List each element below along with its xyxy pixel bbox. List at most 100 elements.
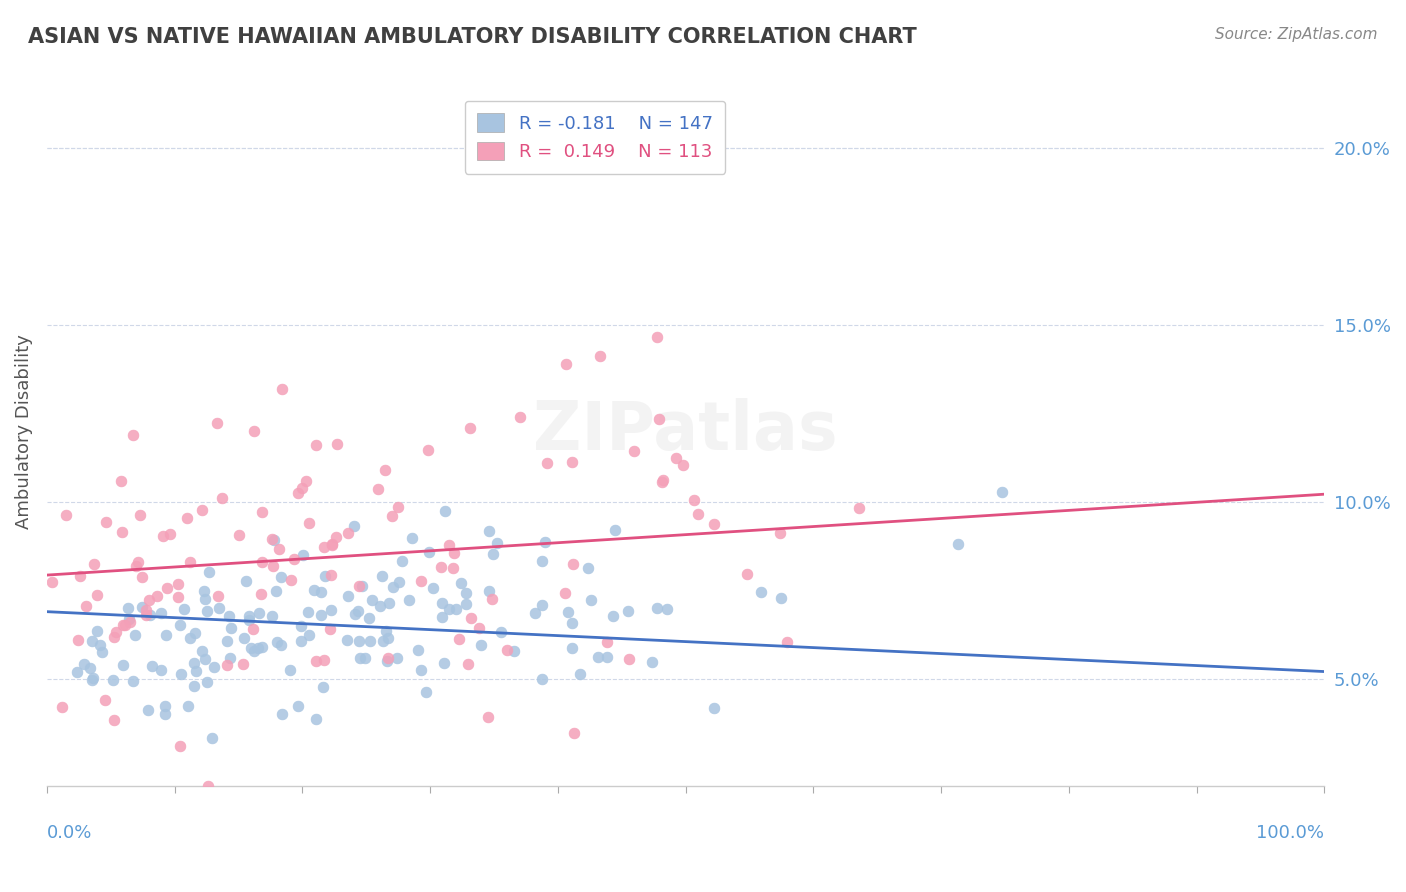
Point bbox=[370, 599, 392, 613]
Point bbox=[86, 624, 108, 639]
Point bbox=[270, 638, 292, 652]
Point bbox=[337, 525, 360, 540]
Point bbox=[703, 517, 725, 532]
Legend: R = -0.181    N = 147, R =  0.149    N = 113: R = -0.181 N = 147, R = 0.149 N = 113 bbox=[464, 101, 725, 174]
Point bbox=[595, 649, 617, 664]
Point bbox=[302, 583, 325, 598]
Point bbox=[110, 474, 132, 488]
Point bbox=[183, 680, 205, 694]
Point bbox=[176, 511, 198, 525]
Point bbox=[344, 607, 367, 622]
Point bbox=[193, 584, 215, 599]
Point bbox=[167, 577, 190, 591]
Point bbox=[69, 569, 91, 583]
Point bbox=[101, 673, 124, 687]
Point bbox=[228, 527, 250, 541]
Point bbox=[124, 628, 146, 642]
Text: ZIPatlas: ZIPatlas bbox=[533, 399, 838, 465]
Point bbox=[55, 508, 77, 522]
Point bbox=[238, 613, 260, 627]
Point bbox=[191, 643, 214, 657]
Point bbox=[159, 527, 181, 541]
Point bbox=[208, 601, 231, 615]
Point bbox=[418, 545, 440, 559]
Point bbox=[150, 607, 173, 621]
Point bbox=[125, 559, 148, 574]
Point bbox=[387, 500, 409, 514]
Point bbox=[150, 663, 173, 677]
Point bbox=[683, 493, 706, 508]
Point bbox=[737, 566, 759, 581]
Point bbox=[534, 534, 557, 549]
Text: 0.0%: 0.0% bbox=[46, 824, 93, 842]
Point bbox=[287, 485, 309, 500]
Point bbox=[215, 657, 238, 672]
Point bbox=[703, 700, 725, 714]
Point bbox=[51, 699, 73, 714]
Point bbox=[401, 531, 423, 545]
Point bbox=[602, 608, 624, 623]
Point bbox=[377, 596, 399, 610]
Point bbox=[530, 553, 553, 567]
Point bbox=[441, 560, 464, 574]
Point bbox=[623, 443, 645, 458]
Point bbox=[156, 581, 179, 595]
Point bbox=[477, 710, 499, 724]
Point bbox=[73, 657, 96, 672]
Point bbox=[648, 412, 671, 426]
Point bbox=[135, 603, 157, 617]
Point bbox=[411, 574, 433, 589]
Point bbox=[319, 622, 342, 636]
Point bbox=[270, 570, 292, 584]
Point bbox=[619, 652, 641, 666]
Point bbox=[79, 661, 101, 675]
Point bbox=[561, 615, 583, 630]
Point bbox=[371, 634, 394, 648]
Point bbox=[75, 599, 97, 614]
Point bbox=[406, 642, 429, 657]
Point bbox=[298, 516, 321, 531]
Point bbox=[242, 644, 264, 658]
Point bbox=[536, 456, 558, 470]
Point bbox=[524, 606, 547, 620]
Point bbox=[381, 508, 404, 523]
Point bbox=[41, 575, 63, 590]
Point bbox=[111, 658, 134, 673]
Point bbox=[260, 533, 283, 547]
Text: 100.0%: 100.0% bbox=[1257, 824, 1324, 842]
Point bbox=[183, 656, 205, 670]
Point bbox=[430, 596, 453, 610]
Point bbox=[456, 585, 478, 599]
Point bbox=[568, 667, 591, 681]
Point bbox=[179, 631, 201, 645]
Point bbox=[155, 699, 177, 714]
Point bbox=[194, 651, 217, 665]
Point bbox=[665, 450, 688, 465]
Point bbox=[371, 568, 394, 582]
Point bbox=[652, 473, 675, 487]
Point bbox=[347, 634, 370, 648]
Point bbox=[309, 585, 332, 599]
Point bbox=[218, 609, 240, 624]
Point bbox=[201, 731, 224, 746]
Point bbox=[468, 621, 491, 635]
Point bbox=[377, 651, 399, 665]
Point bbox=[103, 631, 125, 645]
Point bbox=[489, 625, 512, 640]
Point bbox=[576, 561, 599, 575]
Text: Source: ZipAtlas.com: Source: ZipAtlas.com bbox=[1215, 27, 1378, 42]
Point bbox=[409, 663, 432, 677]
Point bbox=[561, 455, 583, 469]
Point bbox=[240, 640, 263, 655]
Point bbox=[89, 638, 111, 652]
Point bbox=[138, 592, 160, 607]
Point bbox=[184, 625, 207, 640]
Point bbox=[749, 584, 772, 599]
Point bbox=[198, 566, 221, 580]
Point bbox=[94, 515, 117, 529]
Point bbox=[422, 581, 444, 595]
Point bbox=[173, 601, 195, 615]
Point bbox=[91, 645, 114, 659]
Point bbox=[430, 610, 453, 624]
Point bbox=[246, 641, 269, 656]
